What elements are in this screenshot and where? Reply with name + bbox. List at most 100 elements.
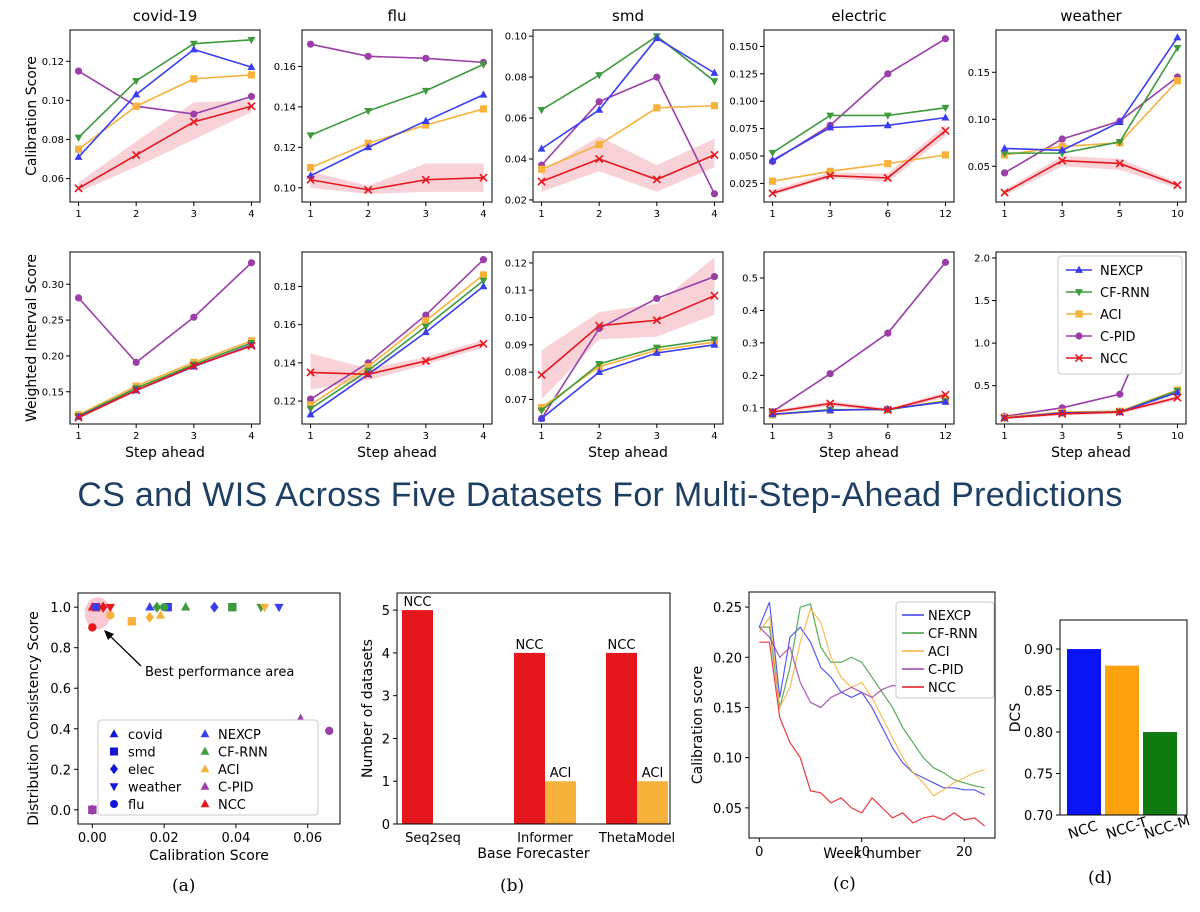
x-tick-label: 1 (769, 431, 775, 442)
x-tick-label: 3 (654, 431, 660, 442)
x-tick-label: 1 (769, 209, 775, 220)
x-tick-label: 4 (711, 209, 717, 220)
panel-cs-covid: 0.06 0.08 0.10 0.12 1 2 3 4 covid-19 Calibration … (24, 7, 261, 220)
point-c-pid (74, 294, 83, 302)
point-ncc (132, 150, 141, 160)
series-line-c-pid (540, 275, 715, 419)
bar-label-ncc: NCC (404, 595, 432, 610)
y-tick-label: 0.80 (1024, 726, 1053, 741)
series-line-ncc (78, 345, 252, 419)
y-tick-label: 0.4 (742, 306, 758, 317)
point-ncc (247, 102, 256, 111)
x-tick-label: 1 (75, 209, 81, 220)
point-ncc (74, 413, 83, 422)
point-ncc (883, 405, 892, 415)
point-ncc (537, 177, 546, 186)
x-tick-label: NCC (1066, 818, 1100, 843)
y-tick-label: 0.2 (50, 763, 71, 778)
x-tick-label: 5 (1117, 209, 1123, 220)
annotation-arrowhead (104, 630, 114, 640)
x-tick-label: 3 (827, 209, 833, 220)
point-nexcp (826, 123, 835, 131)
legend-dataset-label: covid (128, 728, 163, 743)
bar-label-ncc: NCC (608, 638, 636, 653)
x-axis-label: Base Forecaster (477, 846, 589, 862)
legend-marker (1075, 289, 1083, 297)
plot-frame (301, 29, 493, 203)
y-tick-label: 0.06 (505, 114, 527, 125)
y-tick-label: 0.25 (713, 601, 742, 616)
caption-d: (d) (1088, 868, 1113, 888)
series-line-cf-rnn (1004, 47, 1179, 154)
point-ncc (652, 316, 661, 325)
point-aci (132, 102, 140, 110)
panel-wis-smd: 0.07 0.08 0.09 0.10 0.11 0.12 1 2 3 4 Step ahead (505, 251, 724, 461)
point-nexcp (883, 120, 892, 129)
y-tick-label: 1.0 (974, 339, 990, 350)
y-tick-label: 0.15 (968, 68, 990, 79)
point-cf-rnn (306, 132, 315, 140)
plot-frame (69, 29, 261, 203)
scatter-point-cf-rnn (181, 602, 191, 611)
panel-wis-covid: 0.15 0.20 0.25 0.30 1 2 3 4 Step ahead Weighted I… (24, 251, 261, 461)
y-tick-label: 0.12 (42, 57, 64, 68)
series-line-cf-rnn (78, 342, 252, 417)
y-tick-label: 0.30 (42, 280, 64, 291)
series-line-cf-rnn (541, 35, 715, 111)
y-tick-label: 0.050 (729, 151, 758, 162)
x-axis-label: Calibration Score (149, 848, 269, 864)
point-ncc (1115, 407, 1124, 417)
legend-label: C-PID (928, 663, 963, 678)
x-tick-label: 6 (885, 209, 891, 220)
point-ncc (1058, 156, 1067, 165)
point-aci (479, 105, 488, 113)
y-tick-label: 0.10 (713, 752, 742, 767)
point-c-pid (364, 52, 372, 60)
x-axis-label: Step ahead (588, 445, 668, 461)
panel-a-scatter: 0.0 0.2 0.4 0.6 0.8 1.0 0.00 0.02 0.04 0.06 Calibr… (26, 592, 341, 864)
y-tick-label: 0.3 (742, 338, 758, 349)
point-c-pid (826, 370, 834, 378)
point-nexcp (74, 152, 83, 160)
panel-b-bars: NCC Seq2seq NCC ACI Informer NCC ACI ThetaModel… (360, 592, 675, 862)
x-tick-label: 1 (538, 431, 544, 442)
series-line-c-pid (77, 262, 252, 364)
x-tick-label: 2 (133, 209, 139, 220)
point-cf-rnn (421, 323, 430, 331)
scatter-point-cf-rnn (228, 602, 237, 612)
point-nexcp (768, 156, 777, 164)
point-ncc (364, 185, 373, 195)
y-tick-label: 0.05 (968, 162, 990, 173)
legend-box (97, 719, 319, 816)
point-ncc (941, 126, 950, 135)
point-aci (479, 271, 488, 279)
point-nexcp (652, 33, 661, 42)
point-aci (653, 104, 661, 112)
y-axis-label: Calibration score (690, 666, 706, 784)
plot-frame (396, 592, 671, 825)
legend-dataset-marker (110, 800, 118, 808)
x-tick-label: 2 (365, 209, 371, 220)
series-line-nexcp (772, 401, 946, 416)
x-tick-label: 0.04 (221, 831, 250, 846)
y-tick-label: 0.20 (713, 651, 742, 666)
plot-frame (748, 591, 996, 839)
series-line-aci (1004, 80, 1179, 156)
point-c-pid (710, 272, 719, 281)
series-line-ncc (310, 176, 484, 191)
plot-frame (69, 251, 261, 425)
point-nexcp (74, 412, 83, 420)
point-c-pid (190, 313, 198, 321)
point-c-pid (422, 311, 430, 319)
point-nexcp (247, 62, 256, 71)
legend-marker (1075, 265, 1083, 273)
ncc-band (78, 100, 252, 193)
scatter-point-nexcp (145, 602, 155, 611)
point-ncc (595, 154, 604, 164)
point-c-pid (1000, 169, 1009, 177)
y-tick-label: 0.100 (729, 97, 758, 108)
point-aci (74, 145, 83, 153)
legend-label: CF-RNN (928, 627, 978, 642)
point-nexcp (421, 116, 430, 124)
ncc-band (772, 125, 946, 196)
